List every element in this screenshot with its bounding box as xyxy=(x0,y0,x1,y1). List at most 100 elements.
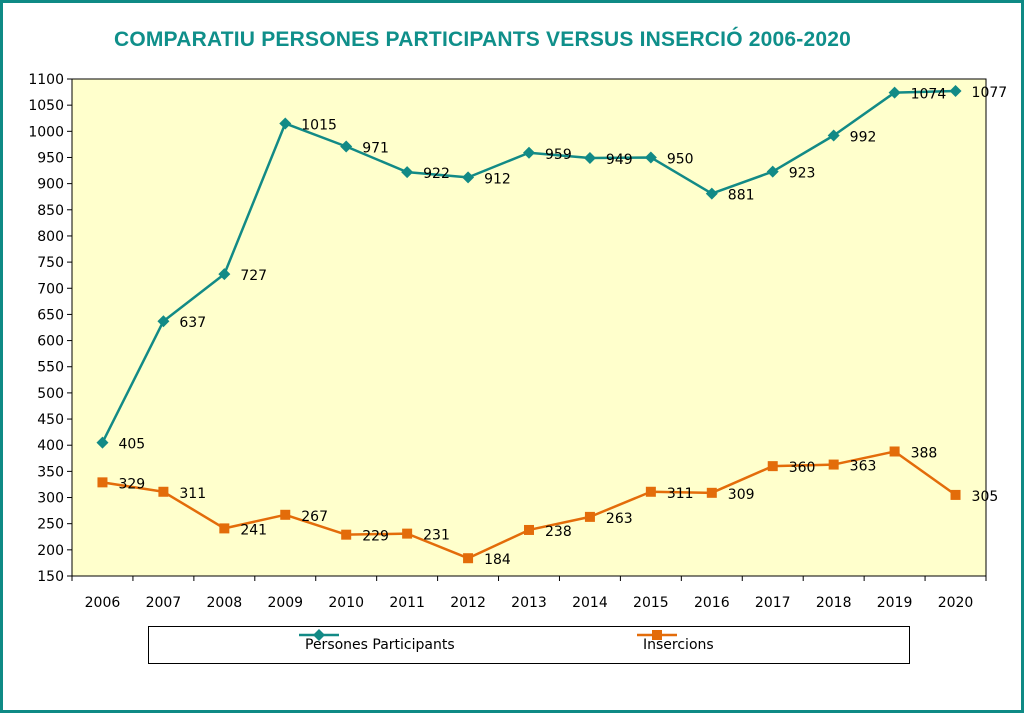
y-tick-label: 450 xyxy=(37,412,64,428)
data-label: 912 xyxy=(484,171,511,187)
data-label: 881 xyxy=(728,188,755,204)
data-point-square xyxy=(889,446,900,457)
x-tick-label: 2020 xyxy=(938,595,974,611)
legend-item-insercions: Insercions xyxy=(637,627,714,663)
data-label: 184 xyxy=(484,552,511,568)
data-label: 637 xyxy=(179,315,206,331)
x-tick-label: 2015 xyxy=(633,595,669,611)
x-tick-label: 2012 xyxy=(450,595,486,611)
data-point-square xyxy=(645,486,656,497)
x-tick-label: 2006 xyxy=(85,595,121,611)
data-label: 949 xyxy=(606,152,633,168)
x-tick-label: 2014 xyxy=(572,595,608,611)
data-label: 309 xyxy=(728,487,755,503)
data-point-square xyxy=(280,509,291,520)
x-tick-label: 2010 xyxy=(328,595,364,611)
y-tick-label: 800 xyxy=(37,229,64,245)
data-point-diamond xyxy=(340,140,353,153)
data-label: 950 xyxy=(667,151,694,167)
data-point-square xyxy=(524,524,534,535)
data-label: 229 xyxy=(362,529,389,545)
x-tick-label: 2011 xyxy=(389,595,425,611)
data-point-diamond xyxy=(644,151,657,164)
x-tick-label: 2008 xyxy=(207,595,243,611)
y-tick-label: 300 xyxy=(37,491,64,507)
x-tick-label: 2013 xyxy=(511,595,547,611)
data-label: 727 xyxy=(240,268,267,284)
data-point-diamond xyxy=(157,315,170,328)
data-label: 363 xyxy=(850,459,877,475)
plot-area xyxy=(71,78,987,577)
data-label: 311 xyxy=(667,486,694,502)
data-point-square xyxy=(584,511,595,522)
data-label: 1015 xyxy=(301,117,337,133)
y-tick-label: 500 xyxy=(37,386,64,402)
data-point-diamond xyxy=(218,268,231,281)
data-point-square xyxy=(402,528,413,539)
legend: Persones Participants Insercions xyxy=(148,626,910,664)
y-tick-label: 150 xyxy=(37,569,64,585)
data-label: 231 xyxy=(423,528,450,544)
data-label: 959 xyxy=(545,147,572,163)
data-point-diamond xyxy=(523,146,535,159)
data-label: 992 xyxy=(850,130,877,146)
y-tick-label: 650 xyxy=(37,307,64,323)
data-point-diamond xyxy=(462,171,475,184)
x-tick-label: 2018 xyxy=(816,595,852,611)
data-label: 360 xyxy=(789,460,816,476)
data-label: 263 xyxy=(606,511,633,527)
y-tick-label: 700 xyxy=(37,281,64,297)
data-label: 305 xyxy=(972,489,999,505)
data-point-diamond xyxy=(888,86,901,99)
x-tick-label: 2009 xyxy=(267,595,303,611)
data-label: 241 xyxy=(240,522,267,538)
y-tick-label: 750 xyxy=(37,255,64,271)
data-label: 971 xyxy=(362,140,389,156)
data-point-diamond xyxy=(705,187,718,200)
legend-marker-square xyxy=(637,630,677,640)
data-point-diamond xyxy=(401,166,414,179)
data-point-diamond xyxy=(279,117,292,130)
y-tick-label: 1100 xyxy=(28,72,64,88)
legend-label: Persones Participants xyxy=(305,637,455,653)
x-tick-label: 2019 xyxy=(877,595,913,611)
data-label: 388 xyxy=(911,445,938,461)
data-point-diamond xyxy=(949,85,962,98)
data-point-square xyxy=(828,459,839,470)
data-label: 1077 xyxy=(972,85,1008,101)
data-point-square xyxy=(463,553,474,564)
y-tick-label: 550 xyxy=(37,360,64,376)
x-tick-label: 2017 xyxy=(755,595,791,611)
y-tick-label: 850 xyxy=(37,203,64,219)
y-tick-label: 350 xyxy=(37,464,64,480)
x-tick-label: 2016 xyxy=(694,595,730,611)
data-point-square xyxy=(219,523,230,534)
data-point-square xyxy=(706,487,717,498)
data-label: 405 xyxy=(118,437,145,453)
data-point-diamond xyxy=(827,129,840,142)
data-label: 923 xyxy=(789,166,816,182)
data-label: 329 xyxy=(118,476,145,492)
y-tick-label: 1000 xyxy=(28,124,64,140)
legend-label: Insercions xyxy=(643,637,714,653)
data-point-square xyxy=(767,461,778,472)
data-point-square xyxy=(341,529,352,540)
x-tick-label: 2007 xyxy=(146,595,182,611)
y-tick-label: 600 xyxy=(37,334,64,350)
data-point-diamond xyxy=(766,165,779,178)
data-label: 311 xyxy=(179,486,206,502)
y-tick-label: 950 xyxy=(37,150,64,166)
y-tick-label: 250 xyxy=(37,517,64,533)
data-point-square xyxy=(950,489,961,500)
data-point-diamond xyxy=(583,151,596,164)
data-point-diamond xyxy=(96,436,109,449)
y-tick-label: 200 xyxy=(37,543,64,559)
data-point-square xyxy=(97,477,108,488)
y-tick-label: 1050 xyxy=(28,98,64,114)
data-label: 267 xyxy=(301,509,328,525)
y-tick-label: 400 xyxy=(37,438,64,454)
y-tick-label: 900 xyxy=(37,177,64,193)
data-point-square xyxy=(158,486,169,497)
data-label: 922 xyxy=(423,166,450,182)
